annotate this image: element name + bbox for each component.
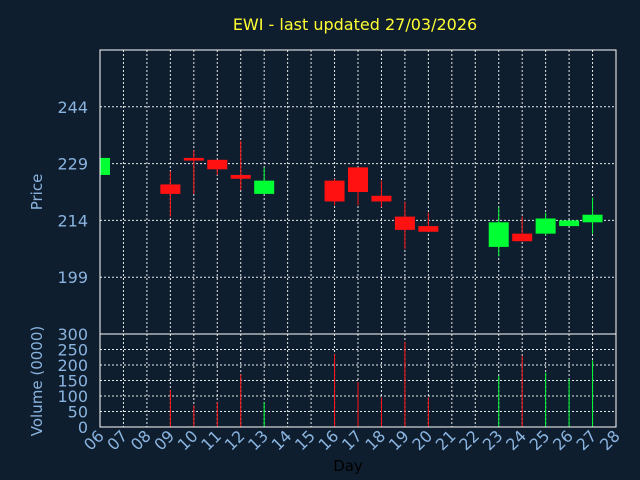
- volume-tick-label: 250: [57, 341, 88, 360]
- candle-body: [100, 157, 110, 175]
- price-panel: 199 214 229 244 Price: [28, 49, 617, 335]
- volume-tick-label: 50: [68, 403, 88, 422]
- price-axis-label: Price: [28, 174, 46, 211]
- x-ticks: 0607080910111213141516171819202122232425…: [80, 426, 624, 454]
- price-tick-label: 214: [57, 211, 88, 230]
- candle-body: [535, 218, 556, 234]
- volume-tick-label: 200: [57, 356, 88, 375]
- price-yticks: 199 214 229 244: [57, 98, 88, 287]
- price-tick-label: 244: [57, 98, 88, 117]
- x-tick-label: 28: [596, 426, 624, 454]
- volume-frame: [99, 333, 617, 428]
- candle-body: [348, 167, 368, 192]
- candle-body: [582, 214, 603, 223]
- candle-body: [183, 157, 204, 161]
- volume-tick-label: 150: [57, 372, 88, 391]
- price-gridlines: [99, 50, 617, 334]
- price-tick-label: 199: [57, 268, 88, 287]
- x-axis-label: Day: [333, 457, 363, 475]
- volume-tick-label: 300: [57, 325, 88, 344]
- candle-body: [559, 220, 580, 227]
- candle-body: [160, 184, 181, 194]
- candle-body: [488, 222, 509, 247]
- chart-title: EWI - last updated 27/03/2026: [233, 15, 477, 34]
- candle-body: [230, 174, 251, 179]
- price-tick-label: 229: [57, 155, 88, 174]
- candle-body: [324, 180, 345, 202]
- candle-body: [418, 226, 439, 232]
- candle-body: [512, 233, 533, 242]
- volume-tick-label: 100: [57, 387, 88, 406]
- volume-bars: [169, 341, 594, 427]
- volume-axis-label: Volume (0000): [28, 326, 46, 436]
- candle-body: [207, 159, 228, 170]
- candle-body: [254, 180, 275, 194]
- candle-body: [394, 216, 415, 230]
- volume-tick-label: 0: [78, 418, 88, 437]
- price-candles: [99, 140, 603, 257]
- candle-body: [371, 195, 392, 202]
